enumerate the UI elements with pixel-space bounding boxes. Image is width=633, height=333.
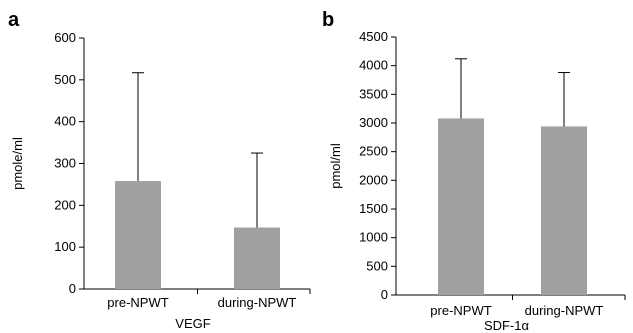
panel-a-bar-0[interactable] xyxy=(115,181,161,289)
panel-a-y-tick-label: 0 xyxy=(69,281,76,296)
panel-a-y-axis-label: pmole/ml xyxy=(10,137,25,190)
panel-b-y-axis-label: pmol/ml xyxy=(328,143,343,189)
panel-b-category-label-0: pre-NPWT xyxy=(430,303,491,318)
panel-b-category-label-1: during-NPWT xyxy=(525,303,604,318)
panel-b-bar-1[interactable] xyxy=(541,126,587,295)
panel-a-y-tick-label: 100 xyxy=(54,239,76,254)
panel-a-category-label-1: during-NPWT xyxy=(218,295,297,310)
panel-b-y-tick-label: 500 xyxy=(366,258,388,273)
panel-b-y-tick-label: 2000 xyxy=(359,172,388,187)
panel-b-letter: b xyxy=(322,9,334,31)
panel-b-y-tick-label: 1500 xyxy=(359,201,388,216)
panel-a-y-tick-label: 300 xyxy=(54,156,76,171)
panel-b-bar-0[interactable] xyxy=(438,118,484,295)
panel-b-y-tick-label: 3000 xyxy=(359,115,388,130)
panel-a-y-tick-label: 600 xyxy=(54,30,76,45)
panel-a-bar-1[interactable] xyxy=(234,227,280,289)
panel-b-x-axis-label: SDF-1α xyxy=(484,318,530,333)
panel-a-y-tick-label: 500 xyxy=(54,72,76,87)
panel-b-y-tick-label: 4500 xyxy=(359,29,388,44)
panel-a-category-label-0: pre-NPWT xyxy=(107,295,168,310)
panel-b-y-tick-label: 3500 xyxy=(359,86,388,101)
panel-b-y-tick-label: 1000 xyxy=(359,230,388,245)
panel-a-y-tick-label: 400 xyxy=(54,114,76,129)
panel-b-y-tick-label: 2500 xyxy=(359,144,388,159)
panel-a-y-tick-label: 200 xyxy=(54,197,76,212)
panel-a-letter: a xyxy=(8,9,20,31)
panel-b-y-tick-label: 0 xyxy=(381,287,388,302)
panel-a-x-axis-label: VEGF xyxy=(175,316,210,331)
panel-b-y-tick-label: 4000 xyxy=(359,58,388,73)
